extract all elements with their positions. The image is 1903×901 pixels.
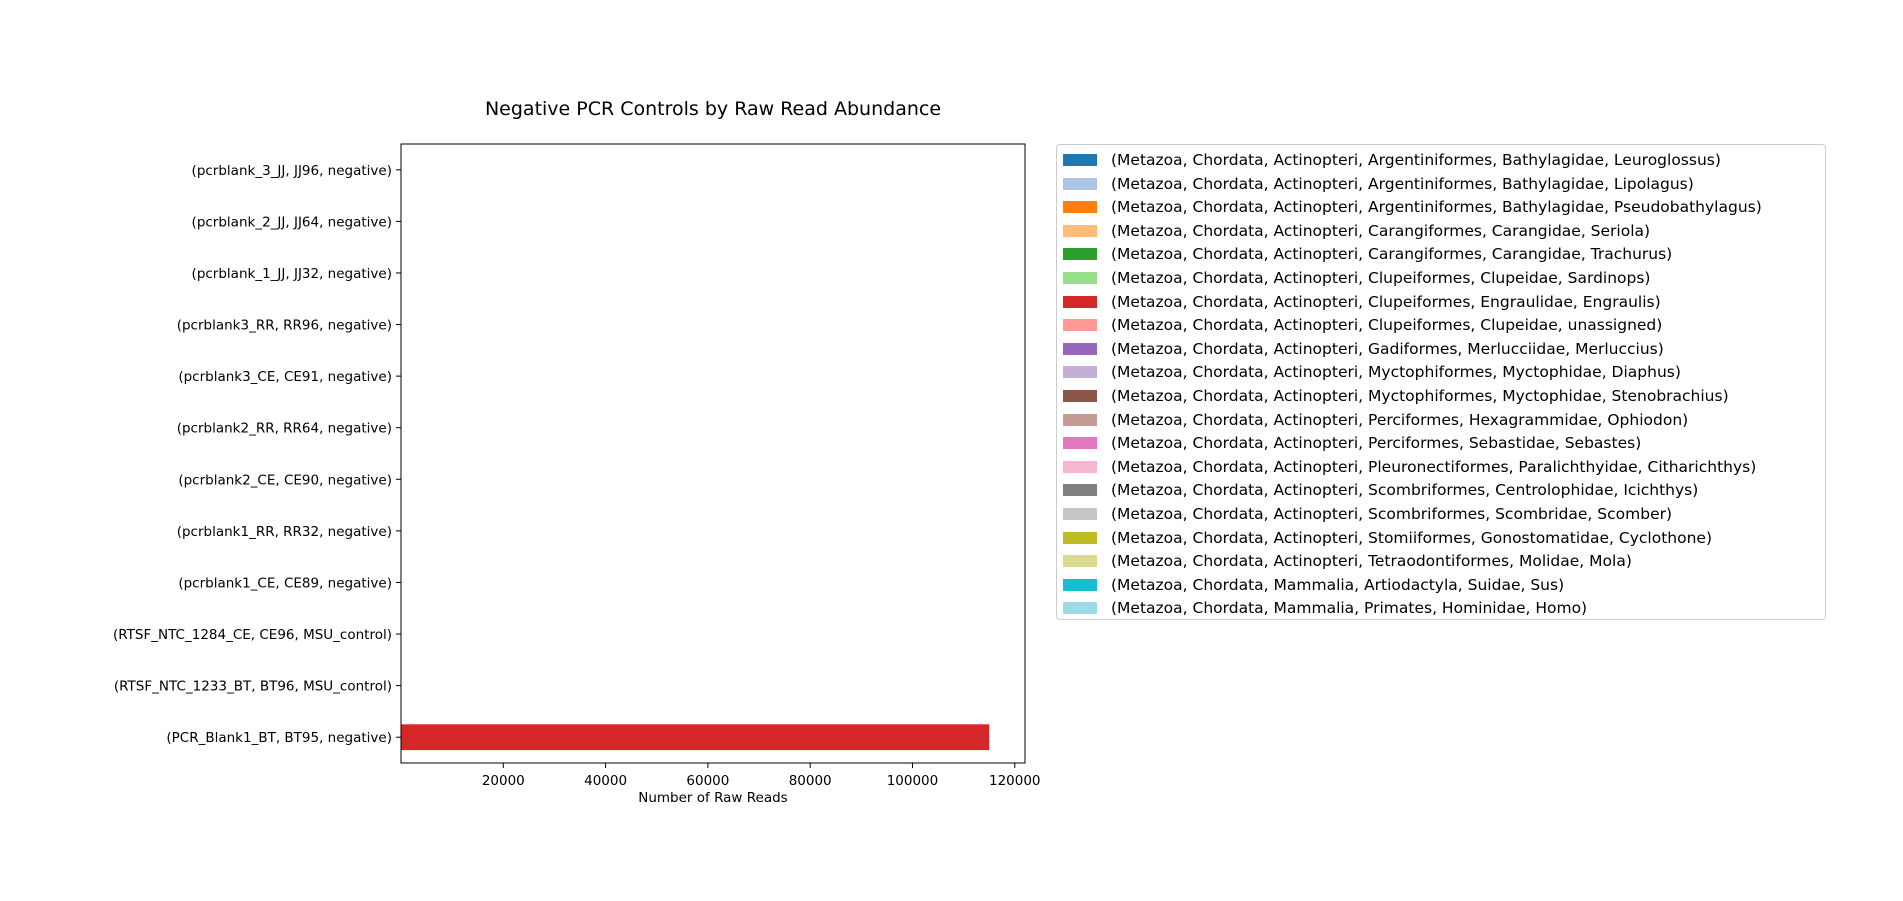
legend-label: (Metazoa, Chordata, Actinopteri, Scombri… — [1111, 481, 1699, 500]
legend-label: (Metazoa, Chordata, Actinopteri, Argenti… — [1111, 198, 1762, 217]
y-tick-label: (pcrblank2_CE, CE90, negative) — [178, 472, 392, 488]
x-axis-label: Number of Raw Reads — [638, 790, 787, 806]
legend-label: (Metazoa, Chordata, Mammalia, Primates, … — [1111, 599, 1588, 618]
y-axis: (pcrblank_3_JJ, JJ96, negative) (pcrblank… — [113, 163, 401, 746]
x-tick-label: 20000 — [482, 773, 525, 789]
legend-label: (Metazoa, Chordata, Actinopteri, Argenti… — [1111, 151, 1721, 169]
legend: (Metazoa, Chordata, Actinopteri, Argenti… — [1056, 144, 1826, 620]
legend-label: (Metazoa, Chordata, Mammalia, Artiodacty… — [1111, 575, 1565, 594]
y-tick-label: (pcrblank_1_JJ, JJ32, negative) — [192, 266, 392, 282]
legend-swatch — [1063, 342, 1097, 355]
legend-item: (Metazoa, Chordata, Actinopteri, Myctoph… — [1063, 361, 1681, 383]
x-tick-label: 100000 — [887, 773, 939, 789]
legend-swatch — [1063, 484, 1097, 497]
legend-swatch — [1063, 390, 1097, 402]
legend-swatch — [1063, 508, 1097, 520]
legend-swatch — [1063, 177, 1097, 190]
legend-label: (Metazoa, Chordata, Actinopteri, Percifo… — [1111, 410, 1689, 429]
legend-swatch — [1063, 201, 1097, 214]
y-tick-label: (pcrblank2_RR, RR64, negative) — [177, 421, 392, 437]
chart-title: Negative PCR Controls by Raw Read Abunda… — [485, 98, 941, 120]
legend-item: (Metazoa, Chordata, Actinopteri, Carangi… — [1063, 243, 1672, 265]
y-tick-label: (RTSF_NTC_1233_BT, BT96, MSU_control) — [114, 679, 392, 695]
x-tick-label: 40000 — [584, 773, 627, 789]
legend-label: (Metazoa, Chordata, Actinopteri, Carangi… — [1111, 245, 1673, 264]
x-tick-label: 120000 — [989, 773, 1041, 789]
legend-swatch — [1063, 319, 1097, 332]
legend-label: (Metazoa, Chordata, Actinopteri, Gadifor… — [1111, 339, 1664, 358]
legend-item: (Metazoa, Chordata, Actinopteri, Scombri… — [1063, 503, 1672, 525]
legend-swatch — [1063, 555, 1097, 568]
legend-swatch — [1063, 413, 1097, 426]
bars-layer — [401, 724, 990, 751]
legend-item: (Metazoa, Chordata, Actinopteri, Argenti… — [1063, 196, 1762, 218]
legend-item: (Metazoa, Chordata, Actinopteri, Carangi… — [1063, 220, 1650, 242]
legend-item: (Metazoa, Chordata, Actinopteri, Stomiif… — [1063, 527, 1712, 549]
legend-item: (Metazoa, Chordata, Actinopteri, Clupeif… — [1063, 291, 1661, 313]
y-tick-label: (pcrblank_3_JJ, JJ96, negative) — [192, 163, 392, 179]
legend-item: (Metazoa, Chordata, Actinopteri, Percifo… — [1063, 432, 1641, 454]
y-tick-label: (RTSF_NTC_1284_CE, CE96, MSU_control) — [113, 627, 392, 643]
legend-label: (Metazoa, Chordata, Actinopteri, Clupeif… — [1111, 316, 1663, 335]
legend-label: (Metazoa, Chordata, Actinopteri, Percifo… — [1111, 434, 1642, 453]
legend-label: (Metazoa, Chordata, Actinopteri, Tetraod… — [1111, 552, 1632, 571]
legend-item: (Metazoa, Chordata, Mammalia, Primates, … — [1063, 597, 1587, 619]
legend-item: (Metazoa, Chordata, Actinopteri, Clupeif… — [1063, 267, 1650, 289]
legend-swatch — [1063, 602, 1097, 615]
legend-label: (Metazoa, Chordata, Actinopteri, Clupeif… — [1111, 292, 1661, 311]
legend-label: (Metazoa, Chordata, Actinopteri, Pleuron… — [1111, 457, 1757, 476]
legend-label: (Metazoa, Chordata, Actinopteri, Stomiif… — [1111, 528, 1712, 547]
bar-segment — [401, 724, 990, 751]
legend-swatch — [1063, 154, 1097, 166]
legend-swatch — [1063, 460, 1097, 473]
legend-item: (Metazoa, Chordata, Actinopteri, Myctoph… — [1063, 385, 1729, 407]
legend-item: (Metazoa, Chordata, Mammalia, Artiodacty… — [1063, 574, 1564, 596]
legend-swatch — [1063, 531, 1097, 544]
legend-item: (Metazoa, Chordata, Actinopteri, Tetraod… — [1063, 550, 1632, 572]
y-tick-label: (pcrblank1_RR, RR32, negative) — [177, 524, 392, 540]
legend-swatch — [1063, 295, 1097, 308]
legend-swatch — [1063, 366, 1097, 379]
legend-item: (Metazoa, Chordata, Actinopteri, Gadifor… — [1063, 338, 1664, 360]
plot-area — [400, 143, 1026, 764]
y-tick-label: (pcrblank_2_JJ, JJ64, negative) — [192, 214, 392, 230]
legend-label: (Metazoa, Chordata, Actinopteri, Argenti… — [1111, 174, 1694, 193]
y-tick-label: (pcrblank3_CE, CE91, negative) — [178, 369, 392, 385]
legend-item: (Metazoa, Chordata, Actinopteri, Argenti… — [1063, 173, 1694, 195]
x-axis: 20000 40000 60000 80000 100000 120000 — [482, 763, 1041, 789]
legend-label: (Metazoa, Chordata, Actinopteri, Myctoph… — [1111, 387, 1729, 405]
legend-swatch — [1063, 437, 1097, 450]
legend-label: (Metazoa, Chordata, Actinopteri, Clupeif… — [1111, 269, 1651, 287]
legend-label: (Metazoa, Chordata, Actinopteri, Myctoph… — [1111, 363, 1681, 382]
legend-swatch — [1063, 578, 1097, 591]
legend-item: (Metazoa, Chordata, Actinopteri, Scombri… — [1063, 479, 1698, 501]
y-tick-label: (pcrblank3_RR, RR96, negative) — [177, 318, 392, 334]
legend-label: (Metazoa, Chordata, Actinopteri, Scombri… — [1111, 505, 1673, 523]
x-tick-label: 60000 — [686, 773, 729, 789]
legend-item: (Metazoa, Chordata, Actinopteri, Argenti… — [1063, 149, 1721, 171]
y-tick-label: (pcrblank1_CE, CE89, negative) — [178, 575, 392, 591]
legend-swatch — [1063, 272, 1097, 284]
legend-item: (Metazoa, Chordata, Actinopteri, Clupeif… — [1063, 314, 1662, 336]
legend-label: (Metazoa, Chordata, Actinopteri, Carangi… — [1111, 221, 1651, 240]
legend-item: (Metazoa, Chordata, Actinopteri, Pleuron… — [1063, 456, 1756, 478]
legend-swatch — [1063, 248, 1097, 261]
legend-item: (Metazoa, Chordata, Actinopteri, Percifo… — [1063, 409, 1688, 431]
y-tick-label: (PCR_Blank1_BT, BT95, negative) — [166, 730, 392, 746]
legend-swatch — [1063, 224, 1097, 237]
x-tick-label: 80000 — [789, 773, 832, 789]
